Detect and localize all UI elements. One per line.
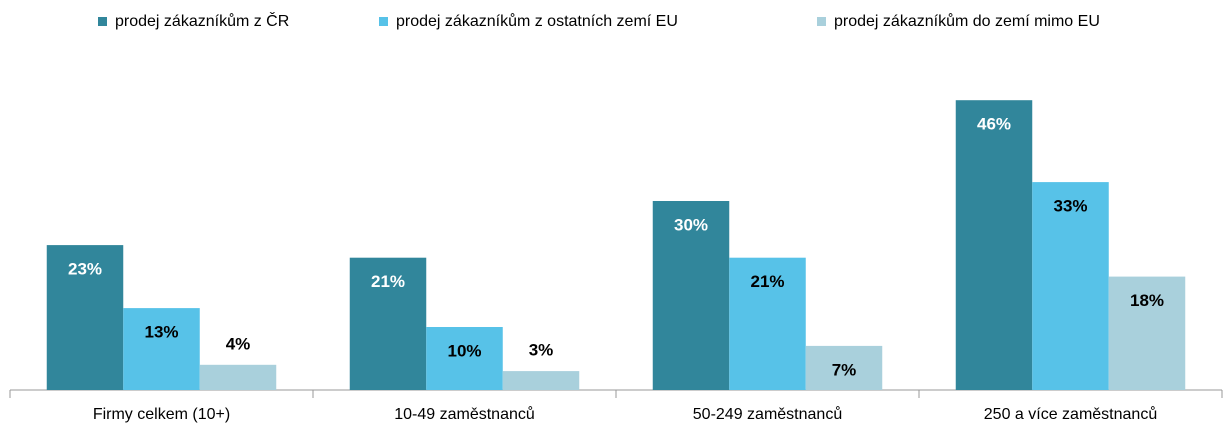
value-label: 13% [144,323,178,342]
legend-label: prodej zákazníkům do zemí mimo EU [834,12,1100,30]
value-label: 4% [226,334,251,353]
bar [502,371,580,390]
value-label: 46% [977,115,1011,134]
value-label: 7% [832,360,857,379]
legend-label: prodej zákazníkům z ostatních zemí EU [396,12,678,30]
x-tick-label: Firmy celkem (10+) [93,406,230,423]
legend-label: prodej zákazníkům z ČR [115,11,289,30]
value-label: 18% [1130,291,1164,310]
bar [199,364,277,390]
legend-swatch [379,17,388,26]
bar [729,257,806,390]
bar [1032,182,1109,390]
bar [349,257,427,390]
bar [46,245,124,390]
x-tick-label: 10-49 zaměstnanců [394,405,535,423]
value-label: 10% [447,341,481,360]
bar [123,308,200,390]
value-label: 21% [750,272,784,291]
bar [955,100,1033,390]
bar [426,327,503,390]
legend-swatch [817,17,826,26]
x-tick-label: 250 a více zaměstnanců [984,405,1157,423]
value-label: 33% [1053,197,1087,216]
value-label: 23% [68,260,102,279]
legend-swatch [98,17,107,26]
bar [1108,276,1186,390]
bar [805,345,883,390]
value-label: 30% [674,215,708,234]
value-label: 3% [529,341,554,360]
x-tick-label: 50-249 zaměstnanců [693,405,842,423]
value-label: 21% [371,272,405,291]
bar [652,201,730,390]
